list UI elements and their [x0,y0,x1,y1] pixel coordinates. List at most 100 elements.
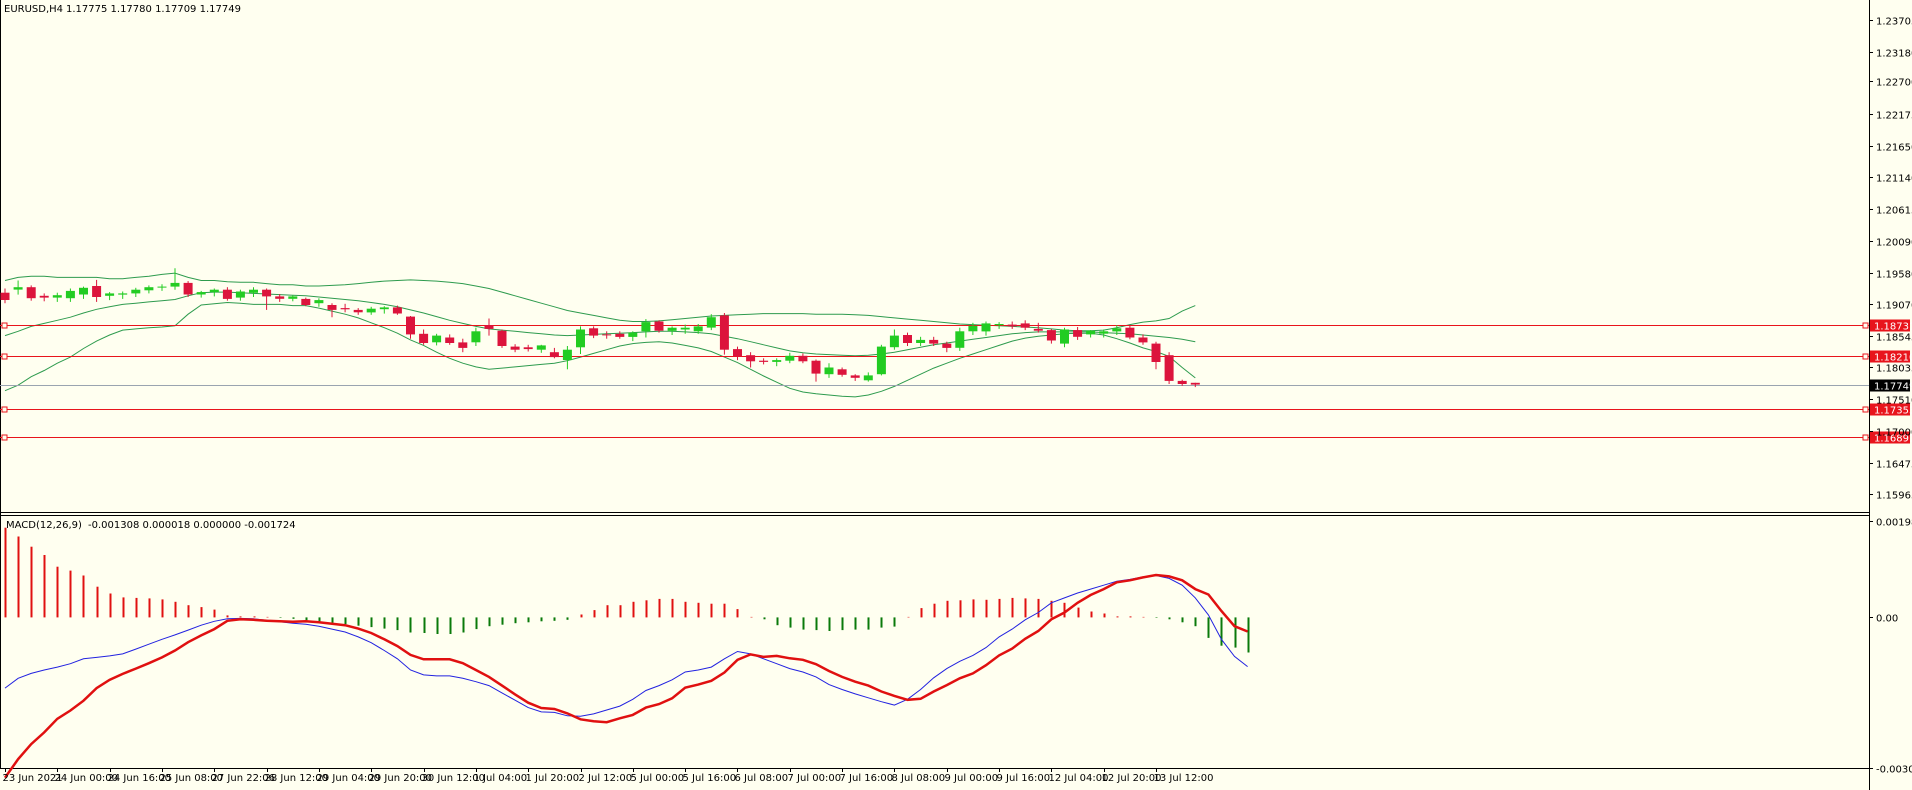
horizontal-line-price-label: 1.18731 [1874,322,1912,333]
time-axis-label: 7 Jul 00:00 [788,773,842,784]
candle-body [262,289,272,297]
candle [157,284,167,291]
candle [981,321,991,336]
line-handle-left [1,353,8,360]
candle [562,346,572,370]
time-axis-label: 28 Jun 12:00 [265,773,329,784]
candle-body [65,290,75,299]
time-axis-label: 24 Jun 00:00 [55,773,119,784]
ohlc-readout: 1.17775 1.17780 1.17709 1.17749 [66,4,241,15]
candle [497,329,507,348]
candle [811,359,821,382]
candle [301,297,311,307]
time-axis-label: 1 Jul 04:00 [474,773,528,784]
macd-axis-label: 0.001983 [1876,518,1912,529]
candle-body [772,360,782,362]
candle-body [759,360,769,362]
time-axis-label: 29 Jun 04:00 [317,773,381,784]
candle-body [52,295,62,298]
candle-body [955,331,965,348]
candle-body [549,352,559,358]
candle [968,322,978,335]
current-price-label: 1.17749 [1874,382,1912,393]
candle [772,358,782,367]
time-axis-label: 24 Jun 16:00 [108,773,172,784]
candle-body [876,346,886,375]
candle [1138,334,1148,345]
line-handle-right [1862,406,1869,413]
candle [1073,327,1083,340]
candle-body [445,337,455,343]
candle-body [536,345,546,350]
candle [1190,382,1200,388]
price-axis-label: 1.21140 [1876,174,1912,185]
main-price-pane[interactable] [0,268,1869,441]
candle-body [196,292,206,295]
candle-body [144,287,154,291]
candle [209,288,219,297]
candle-body [615,333,625,337]
candle [1151,341,1161,370]
macd-indicator-pane[interactable] [3,527,1250,779]
time-axis-label: 5 Jul 16:00 [683,773,737,784]
time-axis-label: 12 Jul 04:00 [1049,773,1109,784]
price-axis-label: 1.22175 [1876,111,1912,122]
candle [419,329,429,345]
time-axis-label: 2 Jul 12:00 [579,773,633,784]
candle-body [628,332,638,337]
candle [0,288,10,304]
candle-body [79,287,88,295]
candle-body [903,335,912,343]
price-axis-label: 1.20090 [1876,238,1912,249]
price-axis-label: 1.23705 [1876,17,1912,28]
candle-body [209,289,219,293]
candle-body [13,287,23,290]
candle-body [340,308,350,310]
candle [445,334,455,345]
candle [863,372,873,382]
candle-body [706,317,716,328]
candle-body [785,355,795,361]
candle-body [157,286,167,288]
candle [680,324,690,334]
candle-body [1164,355,1174,381]
candle-body [1046,330,1056,341]
candle-body [837,369,847,375]
candle [733,346,742,361]
time-axis-label: 13 Jul 12:00 [1154,773,1214,784]
macd-axis-label: 0.00 [1876,614,1898,625]
candle [144,285,154,294]
candle-body [576,329,585,348]
candle-body [249,289,258,293]
candle-body [235,291,245,298]
candle-body [667,327,677,331]
candle [235,289,245,301]
macd-title: MACD(12,26,9) [6,520,82,531]
line-handle-left [1,434,8,441]
candle-body [366,308,376,313]
candle [1125,325,1135,340]
candle-body [0,292,10,300]
candle [706,314,716,331]
candle [746,352,756,368]
candle-body [719,315,729,350]
candle-body [288,296,298,299]
candle [379,306,389,314]
candle [667,326,677,335]
candle [759,358,769,365]
time-axis-label: 7 Jul 16:00 [840,773,894,784]
macd-readout: -0.001308 0.000018 0.000000 -0.001724 [88,520,296,531]
candle-body [942,343,952,348]
candle-body [994,324,1004,326]
candle [916,336,926,346]
price-axis-label: 1.22700 [1876,78,1912,89]
candle [249,287,258,297]
candle-body [1033,328,1043,331]
candle [549,347,559,359]
macd-axis-label: -0.003089 [1876,765,1912,776]
price-axis-label: 1.15965 [1876,491,1912,502]
candle-body [92,286,102,297]
candle [183,281,193,297]
